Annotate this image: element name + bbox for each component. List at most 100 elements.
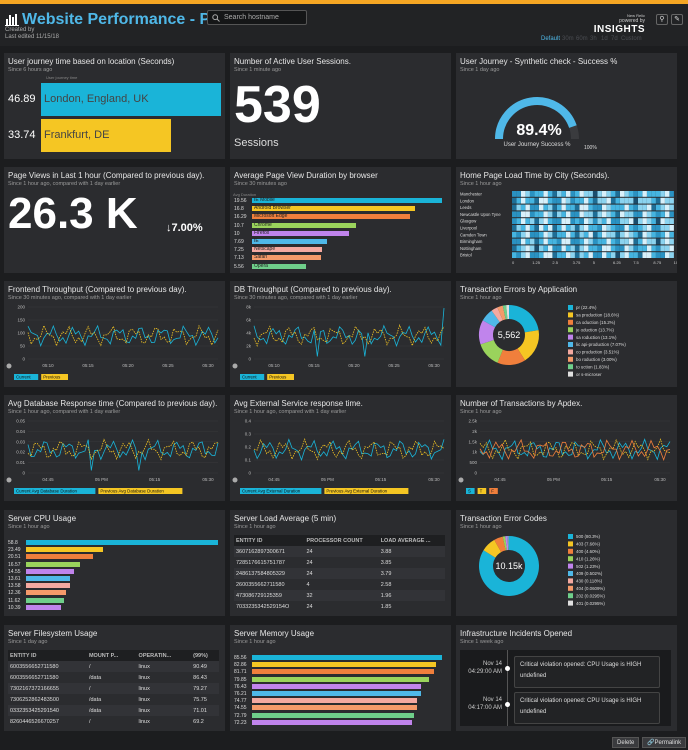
time-option-custom[interactable]: Custom: [621, 36, 642, 42]
incident-card[interactable]: Critical violation opened: CPU Usage is …: [514, 692, 660, 724]
widget-apdex: Number of Transactions by Apdex. Since 1…: [456, 395, 677, 501]
heat-cell: [561, 211, 566, 218]
heat-cell: [584, 204, 589, 211]
heat-cell: [575, 252, 580, 258]
column-header[interactable]: PROCESSOR COUNT: [304, 535, 379, 546]
series-line-0: [253, 438, 445, 462]
heat-cell: [633, 211, 638, 218]
series-line-0: [253, 308, 445, 357]
heat-cell: [521, 231, 526, 238]
table-row[interactable]: 6003556652711580/linux 90.49: [8, 661, 219, 672]
browser-value: 10: [234, 230, 240, 237]
column-header[interactable]: MOUNT P...: [86, 650, 137, 661]
heat-cell: [543, 225, 548, 231]
widget-title: Avg External Service response time.: [234, 399, 363, 408]
legend-label: 401 (0.0295%): [576, 601, 605, 606]
table-row[interactable]: 0332353425291540/data linux 71.01: [8, 705, 219, 716]
filesystem-table: ENTITY ID MOUNT P... OPERATIN... (99%) 60035…: [8, 650, 219, 727]
legend-swatch: [98, 488, 183, 494]
legend-swatch: [568, 364, 573, 370]
journey-value: 46.89: [8, 93, 36, 105]
edit-button[interactable]: ✎: [671, 14, 683, 25]
table-cell: 3.79: [378, 568, 445, 579]
heat-cell: [656, 218, 661, 224]
time-option-1d[interactable]: 1d: [601, 36, 608, 42]
heat-cell: [584, 238, 589, 245]
time-option-default[interactable]: Default: [541, 36, 561, 42]
heat-cell: [597, 211, 602, 218]
time-option-60m[interactable]: 60m: [576, 36, 588, 42]
incident-card[interactable]: Critical violation opened: CPU Usage is …: [514, 656, 660, 688]
heat-cell: [665, 231, 670, 238]
browser-name: Microsoft Edge: [254, 213, 288, 220]
browser-bar: Android Browser: [252, 205, 416, 212]
heat-cell: [512, 225, 517, 231]
x-tick: 05:30: [428, 363, 440, 368]
heat-cell: [593, 252, 598, 258]
table-row[interactable]: 2486137584805329 24 3.79: [234, 568, 445, 579]
column-header[interactable]: LOAD AVERAGE ...: [378, 535, 445, 546]
search-input[interactable]: Search hostname: [207, 10, 307, 25]
table-row[interactable]: 3607162897300671 24 3.88: [234, 546, 445, 557]
column-header[interactable]: ENTITY ID: [8, 650, 87, 661]
heat-cell: [593, 218, 598, 224]
heat-cell: [593, 245, 598, 252]
table-row[interactable]: 6003556652711580/data linux 86.43: [8, 672, 219, 683]
timeline-line: [507, 650, 508, 726]
time-option-30m[interactable]: 30m: [562, 36, 574, 42]
delete-button[interactable]: Delete: [612, 737, 640, 748]
table-row[interactable]: 2600355662711580 4 2.58: [234, 579, 445, 590]
heat-cell: [521, 252, 526, 258]
widget-subtitle: Since 30 minutes ago, compared with 1 da…: [8, 295, 132, 301]
heat-cell: [512, 191, 517, 197]
heat-cell: [543, 211, 548, 218]
widget-subtitle: Since 1 hour ago, compared with 1 day ea…: [8, 409, 121, 415]
permalink-button[interactable]: 🔗Permalink: [642, 737, 687, 748]
widget-title: Transaction Errors by Application: [460, 285, 578, 294]
heat-cell: [602, 211, 607, 218]
heat-cell: [575, 225, 580, 231]
table-row[interactable]: 8260446526670257 / linux 69.2: [8, 716, 219, 727]
heat-cell: [588, 191, 593, 197]
table-row[interactable]: 7285176615751787 24 3.85: [234, 557, 445, 568]
heat-cell: [588, 225, 593, 231]
column-header[interactable]: ENTITY ID: [234, 535, 305, 546]
table-row[interactable]: 7033235342529154O 24 1.85: [234, 601, 445, 612]
timeline-dot: [505, 702, 510, 707]
legend-swatch: [324, 488, 409, 494]
browser-value: 7.13: [234, 255, 244, 262]
info-button[interactable]: ⚲: [656, 14, 668, 25]
browser-bar: Opera: [252, 263, 306, 269]
column-header[interactable]: OPERATIN...: [136, 650, 192, 661]
heat-cell: [615, 225, 620, 231]
link-icon: 🔗: [647, 740, 655, 746]
heat-cell: [669, 238, 674, 245]
widget-subtitle: Since 1 hour ago: [8, 524, 50, 530]
widget-db-throughput: DB Throughput (Compared to previous day)…: [230, 281, 451, 387]
incident-time: 04:17:00 AM: [468, 705, 502, 711]
heat-cell: [521, 245, 526, 252]
table-row[interactable]: 473086729125359 32 1.96: [234, 590, 445, 601]
column-header[interactable]: (99%): [191, 650, 219, 661]
city-label: Liverpool: [460, 226, 477, 231]
table-cell: 2600355662711580: [236, 581, 285, 588]
table-row[interactable]: 7306252862483500/data linux 75.75: [8, 694, 219, 705]
heat-cell: [611, 191, 616, 197]
heat-cell: [516, 204, 521, 211]
heat-cell: [665, 211, 670, 218]
incident-timeline[interactable]: Nov 14 04:29:00 AM Critical violation open…: [460, 650, 671, 726]
time-option-7d[interactable]: 7d: [611, 36, 618, 42]
pencil-icon: ✎: [674, 16, 680, 23]
search-placeholder: Search hostname: [224, 14, 279, 21]
heat-cell: [543, 218, 548, 224]
table-cell: /: [86, 683, 137, 694]
heat-cell: [516, 245, 521, 252]
heat-cell: [588, 252, 593, 258]
table-cell: 2.58: [380, 581, 392, 588]
legend-swatch: [568, 534, 573, 539]
time-option-3h[interactable]: 3h: [590, 36, 597, 42]
heat-cell: [629, 191, 634, 197]
table-row[interactable]: 7302167372166655/linux 79.27: [8, 683, 219, 694]
donut-slice: [482, 310, 500, 328]
widget-subtitle: Since 1 hour ago: [460, 409, 502, 415]
